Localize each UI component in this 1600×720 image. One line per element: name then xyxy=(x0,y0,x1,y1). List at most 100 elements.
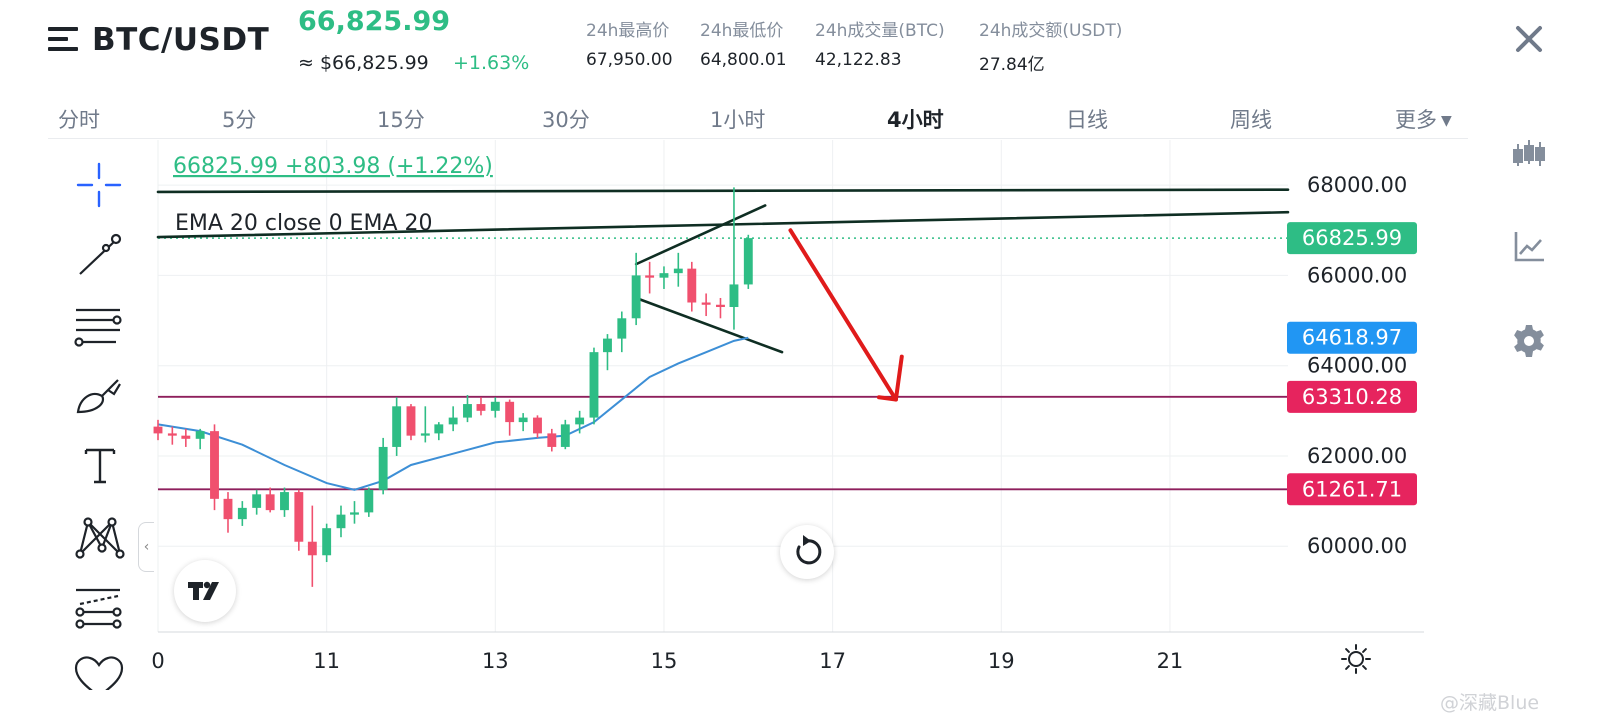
sun-ray xyxy=(1345,648,1350,653)
candle-body xyxy=(729,284,739,308)
measure-icon[interactable] xyxy=(72,578,126,632)
usd-price: ≈ $66,825.99 xyxy=(298,52,429,74)
trendline-icon[interactable] xyxy=(72,228,126,282)
down-arrow-drawing[interactable] xyxy=(788,228,904,402)
ema20-line xyxy=(157,336,749,491)
close-icon[interactable] xyxy=(1512,22,1546,56)
candle-body xyxy=(645,275,655,278)
price-tag-bg xyxy=(1287,473,1417,506)
pattern-icon[interactable] xyxy=(72,508,126,562)
sun-ray xyxy=(1345,665,1350,670)
last-price: 66,825.99 xyxy=(298,6,451,37)
tab-timeshare[interactable]: 分时 xyxy=(58,108,100,132)
x-tick-label: 13 xyxy=(482,649,509,673)
x-tick-label: 0 xyxy=(151,649,164,673)
trading-pair-title[interactable]: BTC/USDT xyxy=(92,22,270,58)
candle-body xyxy=(223,498,233,520)
candle-body xyxy=(153,426,163,434)
stat-label: 24h最低价 xyxy=(700,21,784,41)
trendline xyxy=(156,188,1290,194)
y-tick-label: 60000.00 xyxy=(1307,534,1407,558)
stat-24h-volume: 24h成交量(BTC) 42,122.83 xyxy=(815,16,945,70)
candle-body xyxy=(364,489,374,513)
sun-ray xyxy=(1362,648,1367,653)
candle-body xyxy=(195,431,205,439)
legend-price-line: 66825.99 +803.98 (+1.22%) xyxy=(173,154,493,179)
price-tag-bg xyxy=(1287,321,1417,354)
candle-body xyxy=(463,404,472,418)
arrow-head xyxy=(877,354,904,402)
candle-body xyxy=(237,507,247,520)
tab-15m[interactable]: 15分 xyxy=(377,108,425,132)
price-tag-label: 64618.97 xyxy=(1302,326,1402,350)
stat-value: 67,950.00 xyxy=(586,50,673,70)
candle-body xyxy=(673,268,683,274)
y-tick-label: 62000.00 xyxy=(1307,444,1407,468)
tab-1d[interactable]: 日线 xyxy=(1066,108,1108,132)
candle-body xyxy=(307,541,317,556)
candle-body xyxy=(210,431,219,499)
drawn-trendlines[interactable] xyxy=(156,188,1290,354)
candle-body xyxy=(716,304,725,308)
candle-body xyxy=(378,446,388,490)
tab-more[interactable]: 更多 ▼ xyxy=(1395,104,1452,134)
price-tag-bg xyxy=(1287,222,1417,255)
candle-body xyxy=(505,401,515,423)
indicator-icon[interactable] xyxy=(1510,228,1548,266)
candle-body xyxy=(392,406,402,447)
x-tick-label: 15 xyxy=(651,649,678,673)
text-icon[interactable] xyxy=(72,438,126,492)
menu-icon[interactable] xyxy=(48,24,78,54)
x-tick-label: 19 xyxy=(988,649,1015,673)
watermark: @深藏Blue xyxy=(1440,692,1540,714)
change-percent: +1.63% xyxy=(453,52,530,74)
tab-5m[interactable]: 5分 xyxy=(222,108,257,132)
candle-body xyxy=(280,492,289,511)
candles xyxy=(153,187,753,587)
candle-body xyxy=(547,433,557,447)
price-tags: 66825.99 64618.97 63310.28 61261.71 xyxy=(1287,222,1417,506)
x-tick-label: 21 xyxy=(1157,649,1184,673)
tab-1w[interactable]: 周线 xyxy=(1230,108,1272,132)
reset-chart-icon[interactable] xyxy=(780,525,834,579)
candle-body xyxy=(701,302,711,305)
fib-lines-icon[interactable] xyxy=(72,298,126,352)
brush-icon[interactable] xyxy=(72,368,126,422)
horizontal-levels[interactable] xyxy=(158,237,1290,491)
tab-1h[interactable]: 1小时 xyxy=(710,108,766,132)
stat-label: 24h成交额(USDT) xyxy=(979,21,1123,41)
y-tick-label: 64000.00 xyxy=(1307,354,1407,378)
x-axis[interactable]: 0 11 13 15 17 19 21 xyxy=(151,644,1371,674)
trendline xyxy=(634,296,784,354)
y-axis[interactable]: 68000.00 66000.00 64000.00 62000.00 60000.00 xyxy=(1307,173,1407,558)
trendline xyxy=(634,204,767,266)
candle-body xyxy=(533,417,542,434)
axis-settings-icon[interactable] xyxy=(1341,644,1371,674)
tab-4h[interactable]: 4小时 xyxy=(887,108,944,132)
sun-ray xyxy=(1362,665,1367,670)
candle-body xyxy=(448,417,458,425)
stat-value: 42,122.83 xyxy=(815,50,902,70)
collapse-toolbar-icon[interactable]: ‹ xyxy=(138,522,154,572)
crosshair-icon[interactable] xyxy=(72,158,126,212)
favorite-icon[interactable] xyxy=(72,650,126,690)
stat-label: 24h最高价 xyxy=(586,21,670,41)
stat-value: 27.84亿 xyxy=(979,55,1045,75)
candle-body xyxy=(252,494,262,508)
candle-body xyxy=(518,417,528,423)
candle-type-icon[interactable] xyxy=(1510,136,1548,174)
price-tag-bg xyxy=(1287,380,1417,413)
stat-24h-high: 24h最高价 67,950.00 xyxy=(586,16,673,70)
chart-grid xyxy=(157,140,1424,633)
candle-body xyxy=(631,275,641,319)
tabs-divider xyxy=(48,138,1468,139)
candle-body xyxy=(603,338,612,353)
candle-body xyxy=(322,528,332,556)
settings-icon[interactable] xyxy=(1510,322,1548,360)
candle-body xyxy=(294,492,304,542)
tab-30m[interactable]: 30分 xyxy=(542,108,590,132)
candle-body xyxy=(420,433,430,436)
sun-core xyxy=(1348,651,1364,667)
tradingview-logo[interactable] xyxy=(174,560,236,622)
